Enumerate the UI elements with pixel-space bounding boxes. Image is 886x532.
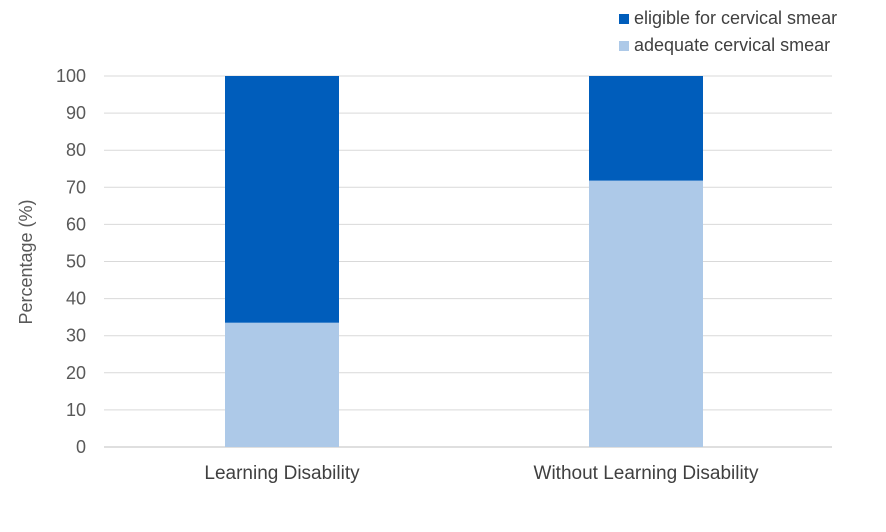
legend: eligible for cervical smear adequate cerv… [619, 8, 837, 55]
y-tick-label: 80 [66, 140, 86, 160]
y-axis-ticks: 0 10 20 30 40 50 60 70 80 90 100 [56, 66, 86, 457]
bar-adequate-without-learning-disability [589, 180, 703, 447]
bar-eligible-without-learning-disability [589, 76, 703, 181]
y-tick-label: 50 [66, 252, 86, 272]
y-tick-label: 90 [66, 103, 86, 123]
y-axis-title: Percentage (%) [16, 199, 36, 324]
x-category-label: Learning Disability [204, 463, 360, 484]
legend-label: eligible for cervical smear [634, 8, 837, 28]
gridlines [104, 75, 832, 448]
y-tick-label: 60 [66, 214, 86, 234]
y-tick-label: 70 [66, 177, 86, 197]
legend-swatch [619, 41, 629, 51]
y-tick-label: 10 [66, 400, 86, 420]
bar-eligible-learning-disability [225, 76, 339, 323]
y-tick-label: 40 [66, 289, 86, 309]
legend-swatch [619, 14, 629, 24]
y-tick-label: 100 [56, 66, 86, 86]
x-category-label: Without Learning Disability [534, 463, 759, 484]
y-tick-label: 30 [66, 326, 86, 346]
y-tick-label: 20 [66, 363, 86, 383]
x-axis-labels: Learning Disability Without Learning Disa… [204, 463, 759, 484]
bars [225, 76, 703, 447]
y-tick-label: 0 [76, 437, 86, 457]
legend-label: adequate cervical smear [634, 35, 830, 55]
bar-adequate-learning-disability [225, 322, 339, 447]
